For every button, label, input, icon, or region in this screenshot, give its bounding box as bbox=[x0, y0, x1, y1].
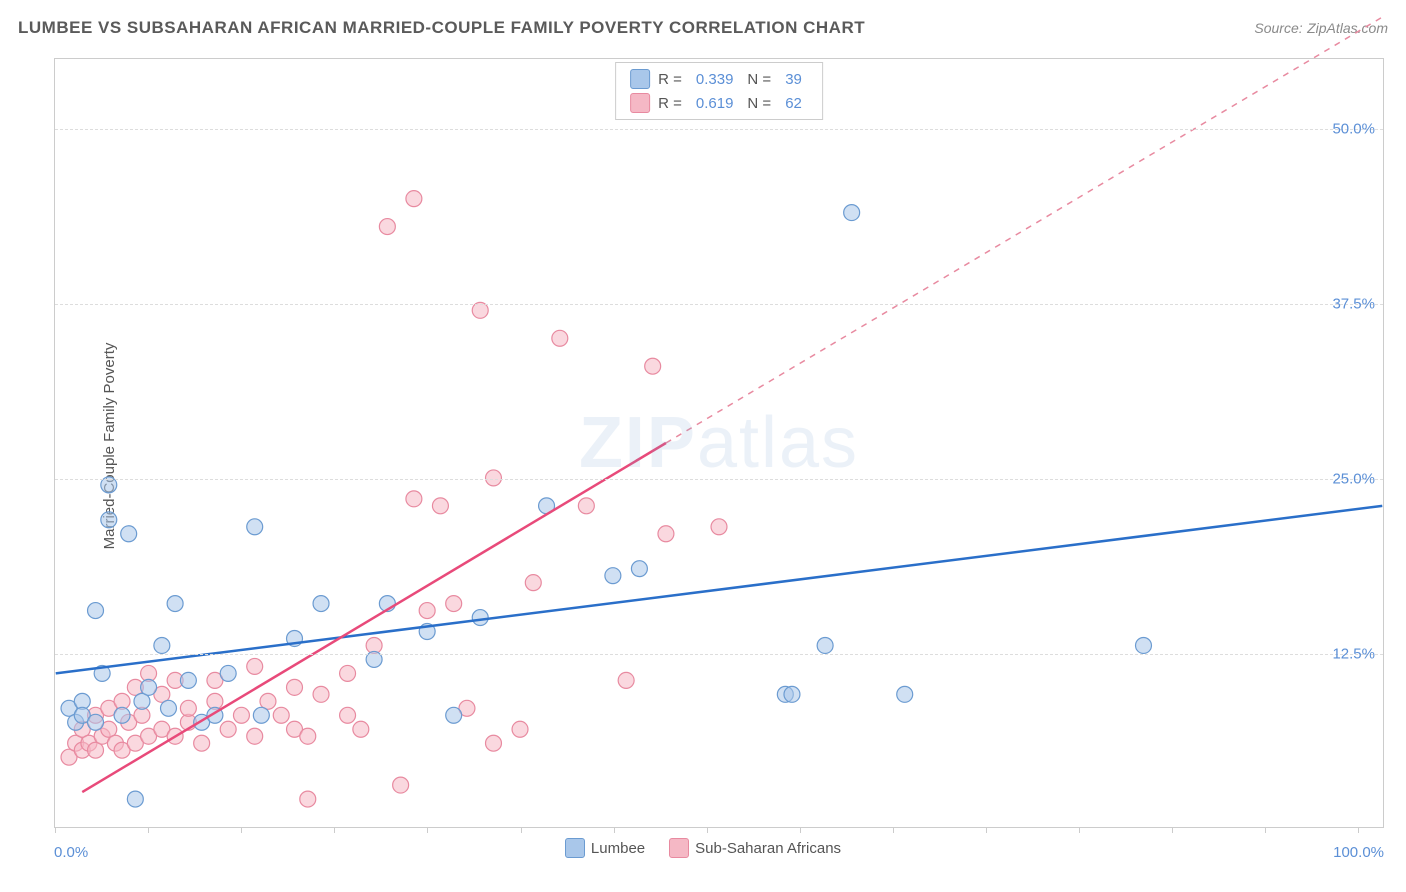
lumbee-label: Lumbee bbox=[591, 840, 645, 857]
subsaharan-label: Sub-Saharan Africans bbox=[695, 840, 841, 857]
lumbee-swatch bbox=[630, 69, 650, 89]
y-grid-label: 50.0% bbox=[1332, 121, 1375, 138]
lumbee-swatch-icon bbox=[565, 838, 585, 858]
source-name: ZipAtlas.com bbox=[1307, 20, 1388, 36]
source-label: Source: bbox=[1254, 20, 1302, 36]
n-label: N = bbox=[747, 71, 771, 88]
y-grid-label: 25.0% bbox=[1332, 471, 1375, 488]
subsaharan-swatch bbox=[630, 93, 650, 113]
r-label: R = bbox=[658, 71, 682, 88]
source-attribution: Source: ZipAtlas.com bbox=[1254, 20, 1388, 38]
scatter-svg bbox=[55, 59, 1383, 827]
lumbee-r-value: 0.339 bbox=[696, 71, 734, 88]
lumbee-n-value: 39 bbox=[785, 71, 802, 88]
legend-row-lumbee: R = 0.339 N = 39 bbox=[630, 67, 808, 91]
legend-row-subsaharan: R = 0.619 N = 62 bbox=[630, 91, 808, 115]
n-label: N = bbox=[747, 95, 771, 112]
y-grid-label: 37.5% bbox=[1332, 296, 1375, 313]
chart-plot-area: ZIPatlas R = 0.339 N = 39 R = 0.619 N = … bbox=[54, 58, 1384, 828]
legend-item-lumbee: Lumbee bbox=[565, 838, 645, 858]
chart-title: LUMBEE VS SUBSAHARAN AFRICAN MARRIED-COU… bbox=[18, 18, 865, 38]
r-label: R = bbox=[658, 95, 682, 112]
subsaharan-swatch-icon bbox=[669, 838, 689, 858]
legend-item-subsaharan: Sub-Saharan Africans bbox=[669, 838, 841, 858]
series-legend: Lumbee Sub-Saharan Africans bbox=[0, 838, 1406, 858]
subsaharan-r-value: 0.619 bbox=[696, 95, 734, 112]
y-grid-label: 12.5% bbox=[1332, 646, 1375, 663]
correlation-legend-box: R = 0.339 N = 39 R = 0.619 N = 62 bbox=[615, 62, 823, 120]
subsaharan-n-value: 62 bbox=[785, 95, 802, 112]
